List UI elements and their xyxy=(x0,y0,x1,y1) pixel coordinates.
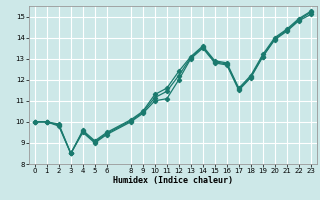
X-axis label: Humidex (Indice chaleur): Humidex (Indice chaleur) xyxy=(113,176,233,185)
